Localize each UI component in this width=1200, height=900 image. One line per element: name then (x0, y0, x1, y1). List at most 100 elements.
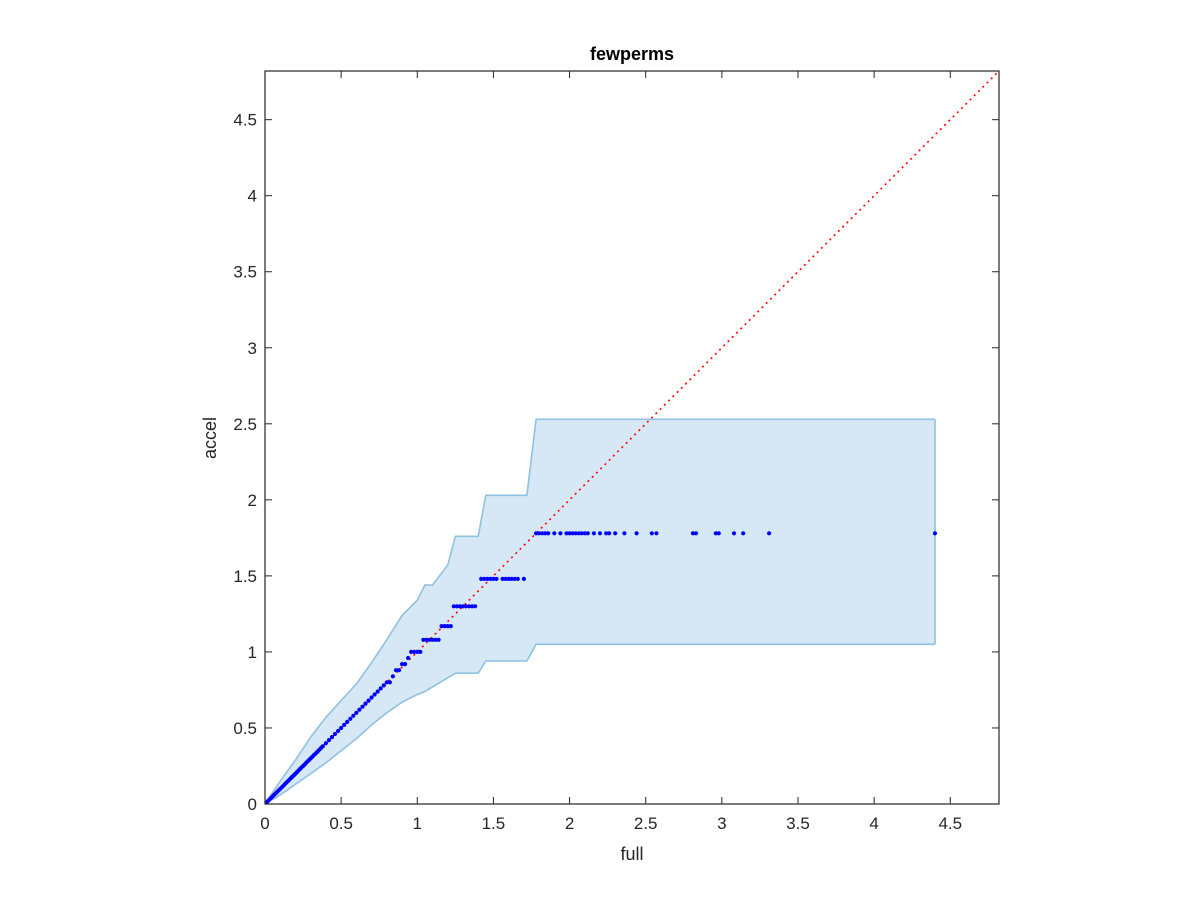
scatter-point (366, 698, 371, 703)
scatter-point (634, 531, 639, 536)
scatter-point (442, 624, 447, 629)
scatter-point (467, 604, 472, 609)
scatter-point (731, 531, 737, 536)
scatter-point (348, 716, 353, 721)
scatter-point (582, 531, 587, 536)
chart-title: fewperms (590, 44, 674, 64)
scatter-point (345, 719, 350, 725)
scatter-point (540, 531, 545, 536)
scatter-point (506, 576, 511, 582)
y-axis-label: accel (200, 417, 220, 459)
scatter-point (412, 649, 417, 655)
scatter-point (372, 692, 377, 697)
scatter-point (332, 731, 338, 737)
x-tick-label: 0.5 (329, 814, 353, 833)
scatter-point (546, 531, 551, 536)
scatter-point (424, 637, 429, 642)
scatter-point (451, 604, 456, 609)
scatter-point (342, 722, 347, 728)
x-tick-label: 3.5 (786, 814, 810, 833)
scatter-point (336, 728, 341, 734)
scatter-point (622, 531, 627, 536)
scatter-point (378, 686, 383, 691)
scatter-point (460, 604, 466, 609)
scatter-point (564, 531, 569, 536)
x-tick-label: 4 (869, 814, 878, 833)
scatter-point (418, 649, 423, 655)
scatter-point (457, 604, 462, 609)
y-tick-label: 3 (248, 339, 257, 358)
band-fill (265, 419, 935, 804)
confidence-band (264, 418, 936, 805)
y-tick-label: 3.5 (233, 263, 257, 282)
reference-line-layer (264, 70, 1000, 805)
scatter-point (326, 738, 332, 743)
scatter-point (654, 531, 659, 536)
scatter-point (357, 707, 362, 712)
scatter-point (320, 744, 325, 749)
scatter-point (534, 531, 539, 536)
scatter-point (381, 683, 386, 688)
y-tick-label: 1 (248, 643, 257, 662)
scatter-point (607, 531, 612, 536)
scatter-point (403, 662, 408, 667)
scatter-point (454, 604, 459, 609)
scatter-point (390, 674, 395, 679)
scatter-point (448, 624, 453, 629)
scatter-point (463, 604, 469, 609)
scatter-point (512, 576, 517, 582)
y-tick-label: 2 (248, 491, 257, 510)
scatter-point (597, 531, 603, 536)
scatter-point (470, 604, 475, 609)
scatter-point (558, 531, 563, 536)
x-tick-label: 1.5 (482, 814, 506, 833)
x-axis-ticks: 0 0.5 1 1.5 2 2.5 3 3.5 4 4.5 (260, 71, 962, 833)
y-tick-label: 0.5 (233, 719, 257, 738)
scatter-point (409, 649, 414, 655)
x-tick-label: 4.5 (938, 814, 962, 833)
x-axis-label: full (620, 844, 643, 864)
scatter-point (369, 695, 374, 700)
scatter-point (509, 576, 514, 582)
scatter-point (384, 680, 389, 685)
scatter-point (396, 668, 402, 673)
scatter-point (767, 531, 772, 536)
scatter-point (406, 655, 411, 661)
scatter-point (488, 576, 493, 582)
scatter-point (363, 701, 368, 706)
y-axis-ticks: 0 0.5 1 1.5 2 2.5 3 3.5 4 4.5 (233, 111, 999, 814)
scatter-point (503, 576, 508, 582)
scatter-point (482, 576, 487, 582)
scatter-point (339, 725, 344, 731)
scatter-point (494, 576, 499, 582)
scatter-point (604, 531, 609, 536)
x-tick-label: 2.5 (634, 814, 658, 833)
scatter-point (400, 662, 405, 667)
scatter-point (500, 576, 505, 582)
scatter-point (433, 637, 438, 642)
scatter-point (567, 531, 572, 536)
scatter-point (387, 680, 392, 685)
scatter-point (323, 741, 328, 746)
scatter-point (415, 649, 420, 655)
scatter-point (473, 604, 478, 609)
y-tick-label: 4.5 (233, 111, 257, 130)
scatter-points (264, 531, 938, 805)
axes-box (264, 70, 1000, 805)
scatter-point (445, 624, 450, 629)
y-tick-label: 4 (248, 187, 257, 206)
scatter-point (436, 637, 441, 642)
x-tick-label: 2 (565, 814, 574, 833)
scatter-point (613, 531, 618, 536)
band-upper-edge (264, 418, 935, 805)
scatter-point (427, 637, 432, 642)
y-tick-label: 1.5 (233, 567, 257, 586)
scatter-point (573, 531, 578, 536)
x-tick-label: 0 (260, 814, 269, 833)
scatter-point (579, 531, 584, 536)
scatter-point (439, 624, 444, 629)
x-tick-label: 1 (413, 814, 422, 833)
band-lower-edge (264, 643, 935, 805)
scatter-point (716, 531, 721, 536)
